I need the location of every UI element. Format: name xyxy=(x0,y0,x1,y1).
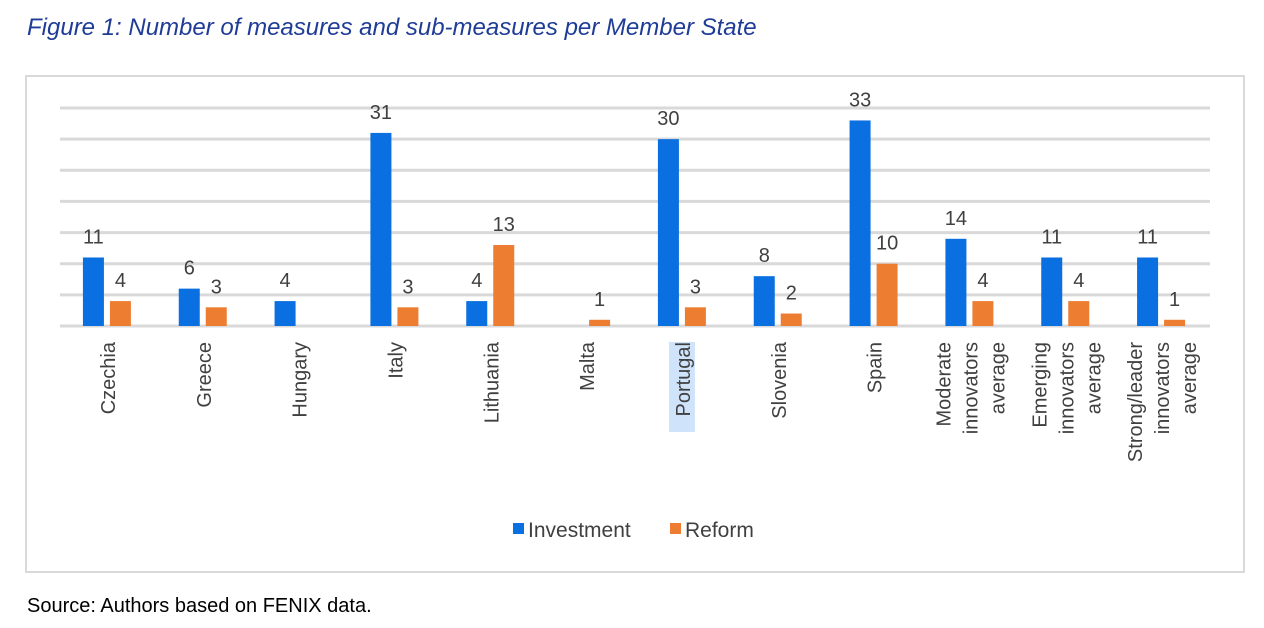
category-label: Slovenia xyxy=(769,341,791,419)
bar-reform xyxy=(589,319,611,326)
legend-label: Reform xyxy=(685,519,754,542)
legend-label: Investment xyxy=(528,519,631,542)
bar-investment xyxy=(466,301,488,326)
data-label: 14 xyxy=(945,208,967,230)
data-label: 4 xyxy=(115,270,126,292)
bar-investment xyxy=(849,120,871,326)
bar-reform xyxy=(205,307,227,326)
bar-investment xyxy=(274,301,296,326)
data-label: 11 xyxy=(1137,226,1158,248)
bar-investment xyxy=(753,276,775,326)
data-label: 31 xyxy=(370,102,392,124)
bar-reform xyxy=(397,307,419,326)
chart-frame xyxy=(25,75,1245,573)
data-label: 1 xyxy=(594,289,605,311)
category-label: average xyxy=(1179,342,1201,414)
category-label: Spain xyxy=(865,342,887,393)
data-label: 30 xyxy=(657,108,679,130)
data-label: 4 xyxy=(1073,270,1084,292)
legend-swatch xyxy=(513,523,524,534)
bar-investment xyxy=(1137,257,1159,326)
category-label: Moderate xyxy=(933,342,955,427)
category-label: average xyxy=(987,342,1009,414)
data-label: 6 xyxy=(184,258,195,280)
category-label: Malta xyxy=(577,341,599,391)
bar-investment xyxy=(1041,257,1063,326)
category-label: innovators xyxy=(960,342,982,434)
data-label: 10 xyxy=(876,233,898,255)
category-label: Emerging xyxy=(1029,342,1051,428)
category-label: Hungary xyxy=(290,342,312,418)
bar-reform xyxy=(876,263,898,326)
data-label: 4 xyxy=(471,270,482,292)
category-label: Lithuania xyxy=(481,341,503,423)
data-label: 33 xyxy=(849,89,871,111)
data-label: 2 xyxy=(786,283,797,305)
category-label: innovators xyxy=(1056,342,1078,434)
legend-swatch xyxy=(670,523,681,534)
category-label: Czechia xyxy=(98,341,120,414)
bar-reform xyxy=(1164,319,1186,326)
category-label: average xyxy=(1083,342,1105,414)
bar-reform xyxy=(109,301,131,326)
bar-investment xyxy=(82,257,104,326)
bar-reform xyxy=(493,245,515,326)
bar-reform xyxy=(972,301,994,326)
bar-investment xyxy=(657,139,679,326)
source-note: Source: Authors based on FENIX data. xyxy=(27,595,372,617)
data-label: 11 xyxy=(1041,226,1062,248)
data-label: 8 xyxy=(759,245,770,267)
bar-reform xyxy=(684,307,706,326)
category-label: innovators xyxy=(1152,342,1174,434)
figure-title: Figure 1: Number of measures and sub-mea… xyxy=(27,14,757,41)
bar-reform xyxy=(780,313,802,326)
category-label: Portugal xyxy=(673,342,695,417)
data-label: 11 xyxy=(83,226,104,248)
category-label: Strong/leader xyxy=(1125,342,1147,462)
data-label: 4 xyxy=(977,270,988,292)
category-label: Italy xyxy=(385,342,407,379)
data-label: 3 xyxy=(690,276,701,298)
bar-investment xyxy=(178,288,200,326)
data-label: 1 xyxy=(1169,289,1180,311)
bar-reform xyxy=(1068,301,1090,326)
category-label: Greece xyxy=(194,342,216,408)
data-label: 3 xyxy=(402,276,413,298)
bar-investment xyxy=(370,132,392,326)
bar-investment xyxy=(945,238,967,326)
data-label: 3 xyxy=(211,276,222,298)
selection-highlight xyxy=(668,342,695,432)
data-label: 4 xyxy=(280,270,291,292)
data-label: 13 xyxy=(493,214,515,236)
